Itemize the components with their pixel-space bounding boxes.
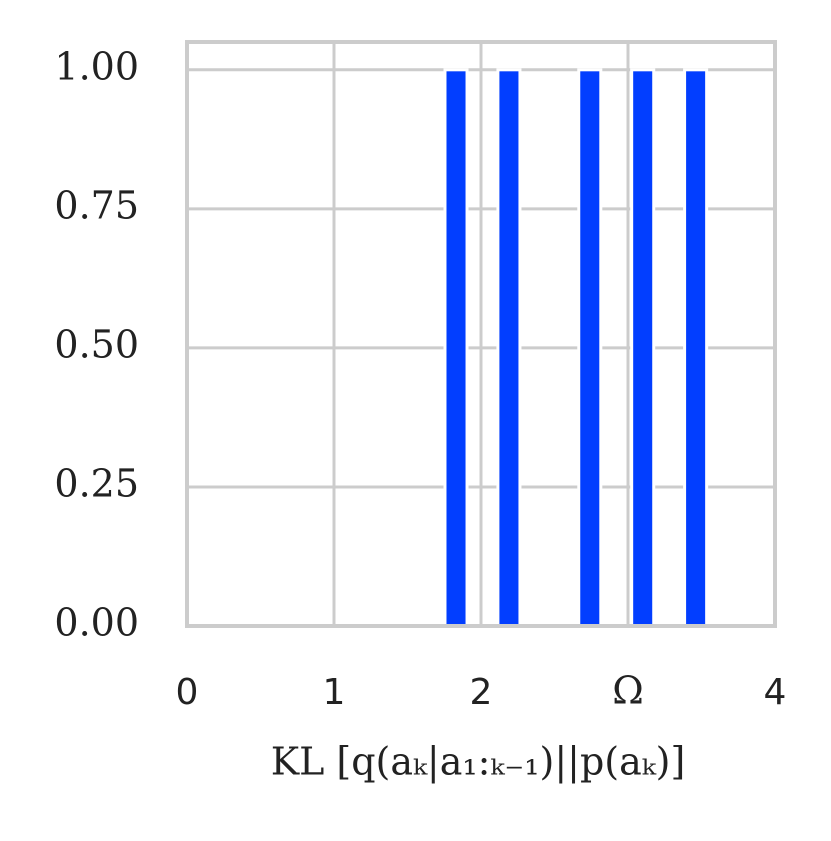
y-tick-label: 0.75 (54, 183, 139, 227)
y-tick-label: 0.50 (54, 322, 139, 366)
x-tick-label: 4 (764, 672, 787, 713)
bar (683, 68, 709, 628)
y-tick-label: 0.00 (54, 601, 139, 645)
x-axis-label: KL [q(aₖ|a₁:ₖ₋₁)||p(aₖ)] (271, 740, 686, 784)
y-tick-label: 0.25 (54, 461, 139, 505)
x-tick-label: 2 (470, 672, 493, 713)
x-tick-label: 0 (176, 672, 199, 713)
bar (443, 68, 469, 628)
bar (630, 68, 656, 628)
x-tick-label: Ω (612, 669, 644, 713)
plot-frame (185, 40, 777, 628)
bar (577, 68, 603, 628)
y-tick-label: 1.00 (54, 44, 139, 88)
x-tick-label: 1 (323, 672, 346, 713)
bar (496, 68, 522, 628)
